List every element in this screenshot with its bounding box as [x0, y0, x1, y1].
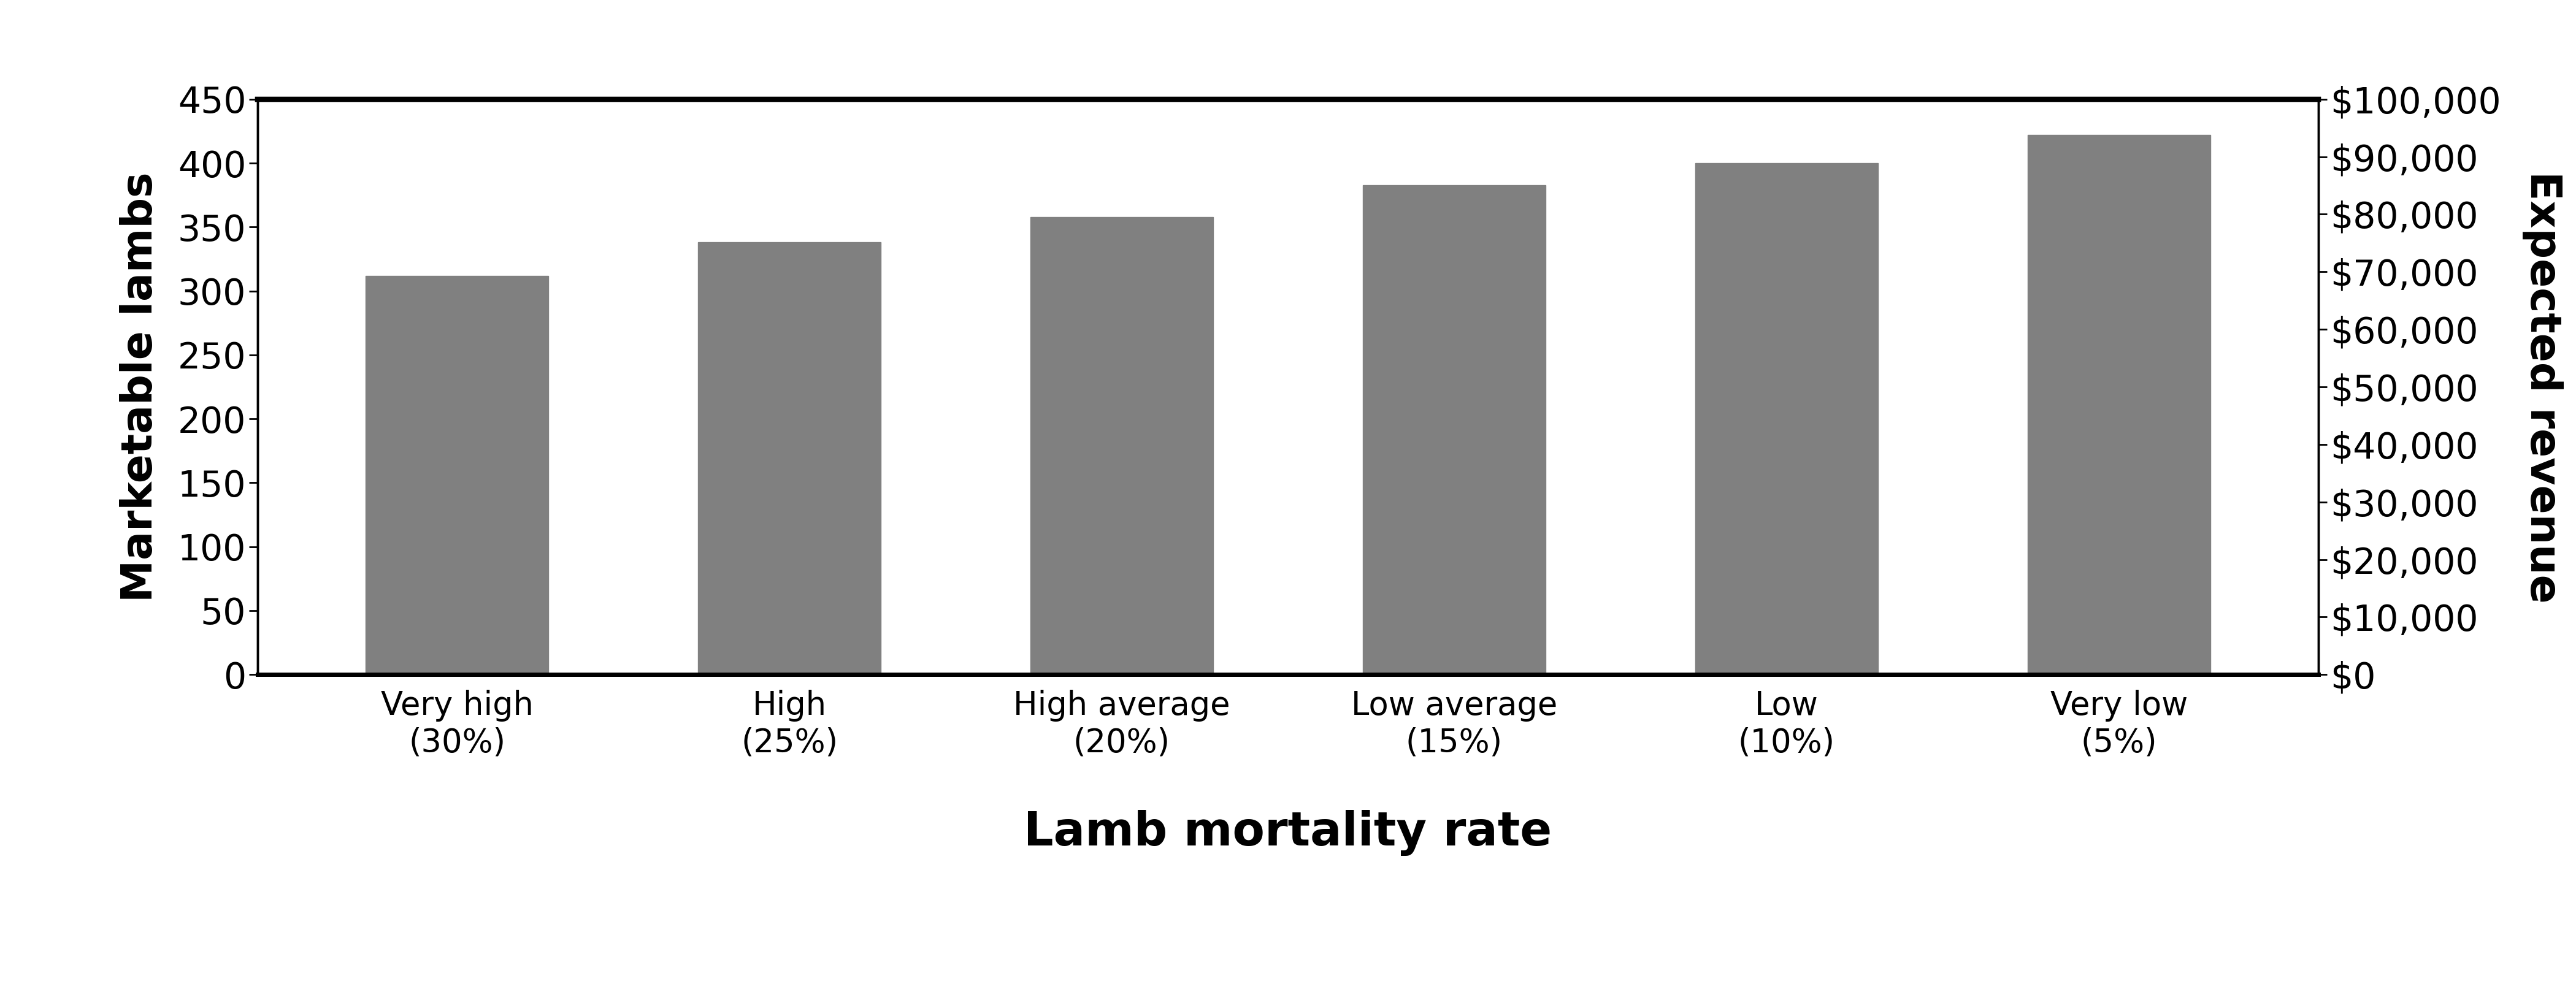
Bar	[1695, 163, 1878, 675]
Y-axis label: Expected revenue: Expected revenue	[2522, 171, 2563, 603]
Bar	[1030, 217, 1213, 675]
Bar	[366, 276, 549, 675]
Bar	[2027, 135, 2210, 675]
Bar	[698, 242, 881, 675]
X-axis label: Lamb mortality rate: Lamb mortality rate	[1023, 809, 1553, 856]
Bar	[1363, 185, 1546, 675]
Y-axis label: Marketable lambs: Marketable lambs	[118, 172, 160, 602]
